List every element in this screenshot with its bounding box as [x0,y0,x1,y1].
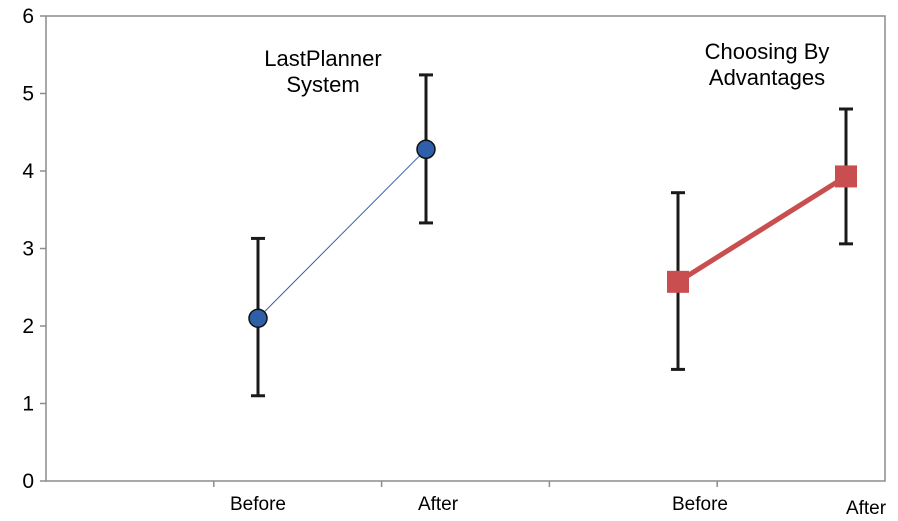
plot-area [45,15,886,482]
y-axis: 0 1 2 3 4 5 6 [22,5,46,493]
series-2 [667,107,857,371]
data-point [835,165,857,188]
series-1 [248,73,436,398]
x-tick-label: Before [230,494,286,515]
series-line [676,174,848,284]
series-line [257,148,427,319]
y-tick-label: 6 [22,5,34,28]
x-axis: Before After Before After [213,481,887,519]
annotation-layer: LastPlanner System Choosing By Advantages [264,39,829,97]
y-tick-label: 3 [22,238,34,261]
y-tick-label: 2 [22,315,34,338]
series-annotation: Choosing By Advantages [705,39,830,90]
y-tick-label: 1 [22,393,34,416]
data-point [248,308,268,328]
y-tick-label: 0 [22,470,34,493]
data-point [416,139,436,160]
series-annotation: LastPlanner System [264,46,381,97]
y-tick-label: 4 [22,160,34,183]
x-tick-label: After [846,498,887,519]
data-point [667,270,689,293]
series-layer [248,73,857,398]
x-tick-label: After [418,494,459,515]
x-tick-label: Before [672,494,728,515]
y-tick-label: 5 [22,83,34,106]
